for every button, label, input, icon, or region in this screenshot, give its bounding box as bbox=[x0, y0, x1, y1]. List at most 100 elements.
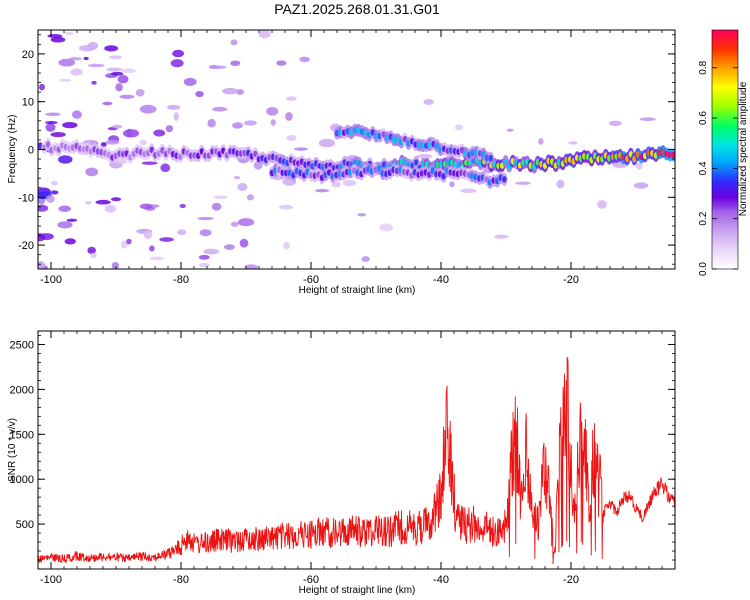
noise-blob bbox=[38, 233, 46, 242]
noise-blob bbox=[38, 261, 46, 269]
noise-blob bbox=[195, 90, 204, 98]
snr-x-axis: -100 -80 -60 -40 -20 bbox=[37, 331, 676, 586]
noise-blob bbox=[177, 229, 187, 236]
spectrogram-area bbox=[38, 30, 675, 269]
noise-blob bbox=[199, 262, 210, 268]
noise-blob bbox=[183, 77, 197, 86]
snr-x-tick-label: -60 bbox=[303, 574, 319, 586]
spectrogram-y-tick-label: -10 bbox=[18, 192, 34, 204]
noise-blob bbox=[266, 106, 279, 116]
spectrogram-x-tick-label: -80 bbox=[173, 274, 189, 286]
noise-blob bbox=[104, 45, 119, 52]
spectrogram-y-axis: 20 10 0 -10 -20 bbox=[18, 34, 675, 265]
noise-blob bbox=[51, 180, 58, 186]
spectrogram-y-label: Frequency (Hz) bbox=[7, 115, 18, 184]
noise-blob bbox=[111, 261, 120, 269]
noise-blob bbox=[179, 203, 186, 209]
spectrogram-panel: -100 -80 -60 -40 -20 20 10 0 -10 -20 Height of s… bbox=[7, 29, 676, 296]
noise-blob bbox=[197, 216, 214, 221]
colorbar: 0.0 0.2 0.4 0.6 0.8 Normalized spectral ampl… bbox=[698, 29, 749, 276]
noise-blob bbox=[493, 234, 509, 239]
noise-blob bbox=[514, 181, 531, 185]
noise-blob bbox=[449, 181, 455, 188]
noise-blob bbox=[143, 230, 153, 240]
colorbar-tick-label: 0.4 bbox=[698, 161, 709, 175]
noise-blob bbox=[90, 252, 97, 259]
noise-blob bbox=[119, 94, 135, 99]
noise-blob bbox=[597, 200, 607, 209]
noise-blob bbox=[153, 129, 166, 137]
noise-blob bbox=[83, 56, 89, 61]
noise-blob bbox=[139, 104, 157, 114]
noise-blob bbox=[423, 98, 434, 105]
ridge-core bbox=[488, 154, 493, 162]
noise-blob bbox=[232, 122, 244, 129]
noise-blob bbox=[568, 141, 578, 145]
snr-series-line bbox=[38, 357, 675, 565]
noise-blob bbox=[47, 33, 63, 38]
spectrogram-x-label: Height of straight line (km) bbox=[299, 285, 416, 296]
noise-blob bbox=[237, 218, 255, 227]
noise-blob bbox=[159, 237, 174, 242]
noise-blob bbox=[160, 163, 171, 173]
snr-y-label: SNR (10 * v/v) bbox=[7, 418, 18, 482]
spectrogram-x-tick-label: -20 bbox=[563, 274, 579, 286]
noise-blob bbox=[57, 221, 73, 229]
noise-blob bbox=[141, 161, 158, 165]
noise-blob bbox=[283, 242, 290, 250]
noise-blob bbox=[78, 45, 96, 52]
snr-x-tick-label: -80 bbox=[173, 574, 189, 586]
colorbar-frame bbox=[711, 29, 739, 270]
noise-blob bbox=[139, 203, 153, 210]
noise-blob bbox=[62, 121, 78, 129]
noise-blob bbox=[342, 179, 357, 187]
noise-blob bbox=[149, 256, 165, 261]
noise-blob bbox=[224, 244, 235, 251]
noise-blob bbox=[211, 202, 222, 211]
noise-blob bbox=[104, 204, 117, 213]
spectrogram-y-tick-label: -20 bbox=[18, 240, 34, 252]
noise-blob bbox=[58, 155, 73, 164]
noise-blob bbox=[285, 96, 297, 101]
noise-blob bbox=[538, 138, 544, 145]
spectrogram-y-tick-label: 0 bbox=[28, 145, 34, 157]
noise-blob bbox=[58, 205, 72, 212]
snr-x-tick-label: -100 bbox=[40, 574, 62, 586]
noise-blob bbox=[636, 162, 643, 170]
snr-y-tick-label: 2000 bbox=[10, 384, 34, 396]
noise-blob bbox=[135, 89, 145, 97]
noise-blob bbox=[100, 142, 107, 147]
noise-blob bbox=[270, 119, 276, 126]
noise-blob bbox=[115, 83, 123, 92]
noise-blob bbox=[198, 254, 210, 260]
snr-panel: -100 -80 -60 -40 -20 500 1000 1500 2000 2500 Hei… bbox=[7, 330, 676, 596]
noise-blob bbox=[207, 118, 216, 128]
spectrogram-y-tick-label: 20 bbox=[22, 49, 34, 61]
spectrogram-x-tick-label: -40 bbox=[433, 274, 449, 286]
noise-blob bbox=[239, 238, 249, 248]
noise-blob bbox=[258, 30, 271, 39]
noise-blob bbox=[294, 147, 308, 151]
noise-blob bbox=[285, 112, 293, 121]
noise-blob bbox=[454, 124, 464, 131]
noise-blob bbox=[58, 78, 72, 82]
colorbar-tick-label: 0.2 bbox=[698, 211, 709, 225]
snr-y-tick-label: 2500 bbox=[10, 339, 34, 351]
noise-blob bbox=[139, 139, 147, 146]
noise-blob bbox=[199, 229, 212, 237]
noise-blob bbox=[71, 110, 82, 119]
noise-blob bbox=[46, 195, 55, 203]
ridge-lower-branch bbox=[268, 162, 508, 189]
noise-blob bbox=[361, 256, 371, 263]
noise-blob bbox=[203, 248, 220, 255]
colorbar-gradient bbox=[712, 30, 738, 269]
noise-blob bbox=[87, 63, 105, 68]
noise-blob bbox=[105, 139, 120, 145]
noise-blob bbox=[173, 112, 179, 121]
snr-y-axis: 500 1000 1500 2000 2500 bbox=[10, 335, 675, 570]
ridge-layer bbox=[41, 123, 675, 189]
noise-blob bbox=[91, 80, 97, 85]
noise-blob bbox=[212, 106, 228, 112]
snr-y-tick-label: 1500 bbox=[10, 429, 34, 441]
